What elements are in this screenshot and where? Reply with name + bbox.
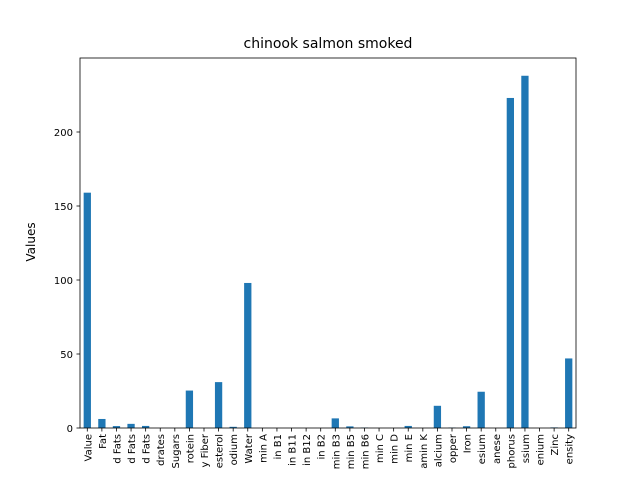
x-tick-label: Iron — [463, 434, 474, 453]
x-tick-label: min B6 — [360, 434, 371, 469]
x-tick-label: phorus — [506, 434, 517, 468]
bar — [332, 418, 339, 428]
x-tick-label: in B12 — [302, 434, 313, 466]
y-axis-label: Values — [24, 222, 38, 261]
bar — [244, 283, 251, 428]
bar — [127, 424, 134, 428]
x-tick-label: esium — [477, 434, 488, 464]
x-tick-label: d Fats — [127, 434, 138, 464]
x-tick-label: d Fats — [142, 434, 153, 464]
y-tick-label: 200 — [54, 128, 73, 139]
bar — [186, 391, 193, 428]
x-tick-label: min B3 — [331, 434, 342, 469]
x-tick-label: drates — [156, 434, 167, 466]
x-tick-label: in B2 — [317, 434, 328, 460]
chart-title: chinook salmon smoked — [244, 36, 413, 52]
x-tick-label: esterol — [215, 434, 226, 468]
x-tick-label: enium — [536, 434, 547, 465]
y-tick-label: 150 — [54, 202, 73, 213]
x-tick-label: d Fats — [112, 434, 123, 464]
x-tick-label: min B5 — [346, 434, 357, 469]
x-tick-label: opper — [448, 433, 459, 463]
x-tick-label: anese — [492, 434, 503, 464]
x-tick-label: amin K — [419, 434, 430, 469]
x-tick-label: Fat — [98, 434, 109, 449]
y-tick-label: 100 — [54, 276, 73, 287]
x-tick-label: rotein — [185, 434, 196, 463]
bar — [565, 358, 572, 428]
x-tick-label: ensity — [565, 434, 576, 464]
bar — [434, 406, 441, 428]
x-tick-label: ssium — [521, 434, 532, 463]
y-tick-label: 0 — [67, 424, 73, 435]
bar — [521, 76, 528, 428]
bar — [84, 193, 91, 428]
x-tick-label: min C — [375, 434, 386, 463]
bar — [507, 98, 514, 428]
x-tick-label: y Fiber — [200, 433, 211, 467]
x-tick-label: in B11 — [288, 434, 299, 466]
x-tick-label: min E — [404, 434, 415, 462]
x-tick-label: Water — [244, 433, 255, 463]
x-tick-label: odium — [229, 434, 240, 465]
y-tick-label: 50 — [60, 350, 73, 361]
x-tick-label: min A — [258, 434, 269, 463]
x-tick-label: alcium — [433, 434, 444, 467]
x-tick-label: min D — [390, 434, 401, 464]
x-tick-label: Value — [83, 434, 94, 461]
x-tick-label: Zinc — [550, 434, 561, 455]
bar — [215, 382, 222, 428]
bar — [478, 392, 485, 428]
bar — [98, 419, 105, 428]
x-tick-label: Sugars — [171, 434, 182, 468]
x-tick-label: in B1 — [273, 434, 284, 460]
